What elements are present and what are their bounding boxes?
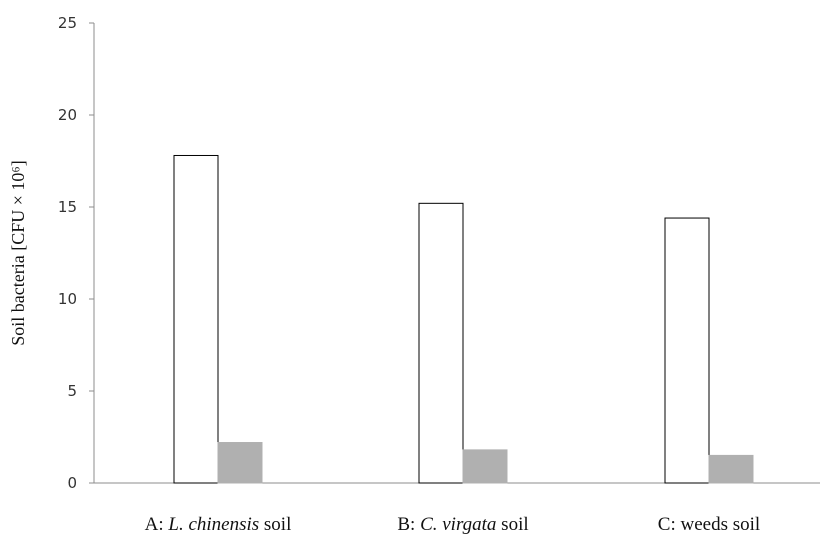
bar-series-1-1 bbox=[173, 154, 219, 484]
category-label-suffix: soil bbox=[496, 514, 528, 535]
y-axis-title: Soil bacteria [CFU × 10⁶] bbox=[8, 160, 28, 345]
x-category-label: A: L. chinensis soil bbox=[145, 514, 292, 535]
y-tick-label: 15 bbox=[58, 198, 77, 216]
y-tick-label: 10 bbox=[58, 290, 77, 308]
y-tick-label: 20 bbox=[58, 106, 77, 124]
category-labels: A: L. chinensis soil B: C. virgata soil C:… bbox=[145, 514, 761, 535]
x-category-label: B: C. virgata soil bbox=[397, 514, 528, 535]
category-label-species: L. chinensis bbox=[167, 514, 259, 535]
y-axis: 0 5 10 15 20 25 bbox=[58, 14, 95, 492]
category-label-suffix: soil bbox=[259, 514, 291, 535]
category-label-prefix: C: weeds soil bbox=[658, 514, 760, 535]
x-category-label: C: weeds soil bbox=[658, 514, 760, 535]
bars bbox=[173, 154, 754, 484]
bar-series-1-3 bbox=[664, 217, 710, 484]
bar-series-1-2 bbox=[418, 202, 464, 484]
bar-series-2-3 bbox=[708, 454, 754, 484]
category-label-prefix: B: bbox=[397, 514, 420, 535]
y-tick-label: 5 bbox=[67, 382, 77, 400]
y-tick-label: 25 bbox=[58, 14, 77, 32]
bar-series-2-1 bbox=[217, 442, 263, 484]
category-label-prefix: A: bbox=[145, 514, 169, 535]
category-label-species: C. virgata bbox=[420, 514, 496, 535]
bar-series-2-2 bbox=[462, 449, 508, 484]
y-tick-label: 0 bbox=[67, 474, 77, 492]
